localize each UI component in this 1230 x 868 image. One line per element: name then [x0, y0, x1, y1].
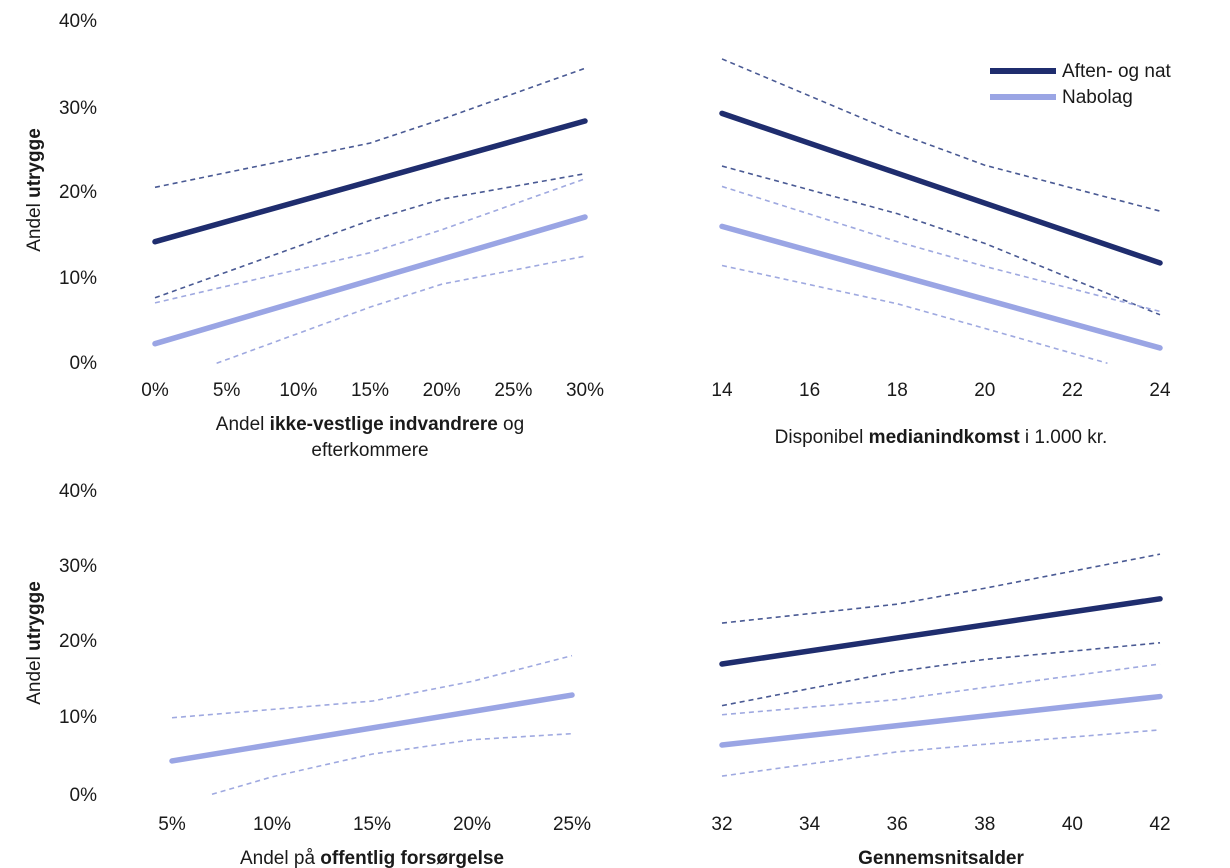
neighborhood-trend-line	[719, 223, 1163, 351]
x-tick-label: 20	[974, 380, 995, 401]
x-axis-title-pre: Andel på	[240, 848, 320, 868]
neighborhood-trend-line	[719, 693, 1163, 748]
x-axis-title-line2: efterkommere	[311, 440, 428, 461]
neighborhood-ci-lower-line	[721, 264, 1108, 365]
x-tick-label: 10%	[253, 814, 291, 835]
x-tick-label: 5%	[158, 814, 186, 835]
panel-medianindkomst: 14 16 18 20 22 24 Disponibel medianindkomst i …	[711, 58, 1171, 448]
y-tick-label: 10%	[59, 268, 97, 289]
x-axis-title: Gennemsnitsalder	[858, 848, 1024, 868]
y-axis-title-bold: utrygge	[24, 128, 45, 198]
y-axis-title-pre: Andel	[24, 198, 45, 252]
x-tick-label: 5%	[213, 380, 241, 401]
y-tick-label: 20%	[59, 631, 97, 652]
x-tick-label: 24	[1149, 380, 1171, 401]
evening-ci-upper-line	[154, 67, 586, 189]
evening-ci-lower-line	[154, 172, 586, 299]
x-axis-title-pre: Andel	[216, 414, 270, 435]
x-axis-title-post: og	[498, 414, 524, 435]
x-tick-label: 38	[974, 814, 995, 835]
neighborhood-trend-line	[169, 692, 575, 764]
y-tick-label: 30%	[59, 98, 97, 119]
x-tick-label: 22	[1062, 380, 1083, 401]
neighborhood-ci-lower-line	[211, 732, 573, 796]
y-tick-label: 10%	[59, 707, 97, 728]
evening-ci-lower-line	[721, 641, 1161, 707]
evening-ci-upper-line	[721, 58, 1161, 212]
y-tick-label: 0%	[70, 353, 98, 374]
x-tick-label: 30%	[566, 380, 604, 401]
x-tick-label: 32	[711, 814, 732, 835]
panel-offentlig-forsorgelse: 5% 10% 15% 20% 25% Andel på offentlig forsørg…	[158, 654, 591, 868]
legend-label-neighborhood: Nabolag	[1062, 87, 1133, 108]
y-axis-title-bold: utrygge	[24, 581, 45, 651]
x-axis-title: Disponibel medianindkomst i 1.000 kr.	[775, 427, 1108, 448]
x-tick-label: 34	[799, 814, 821, 835]
evening-ci-upper-line	[721, 553, 1161, 624]
y-axis-title: Andel utrygge	[24, 128, 45, 252]
x-tick-label: 36	[887, 814, 908, 835]
x-tick-label: 15%	[351, 380, 389, 401]
x-tick-label: 25%	[553, 814, 591, 835]
neighborhood-trend-line	[152, 214, 588, 347]
x-tick-label: 20%	[423, 380, 461, 401]
x-tick-label: 0%	[141, 380, 169, 401]
y-axis-bottom: 40% 30% 20% 10% 0% Andel utrygge	[24, 481, 97, 806]
x-axis-title: Andel på offentlig forsørgelse	[240, 848, 504, 868]
neighborhood-ci-lower-line	[216, 255, 586, 365]
neighborhood-ci-upper-line	[721, 663, 1161, 716]
x-tick-label: 18	[887, 380, 908, 401]
x-tick-label: 40	[1062, 814, 1083, 835]
x-axis-title-pre: Disponibel	[775, 427, 869, 448]
x-axis-title-bold: Gennemsnitsalder	[858, 848, 1024, 868]
neighborhood-ci-upper-line	[171, 654, 573, 719]
neighborhood-ci-upper-line	[721, 185, 1161, 313]
y-axis-title: Andel utrygge	[24, 581, 45, 705]
x-tick-label: 16	[799, 380, 820, 401]
evening-ci-lower-line	[721, 165, 1161, 316]
legend: Aften- og nat Nabolag	[990, 61, 1172, 108]
x-axis-title-post: i 1.000 kr.	[1020, 427, 1108, 448]
x-axis-title-bold: offentlig forsørgelse	[320, 848, 504, 868]
y-axis-title-pre: Andel	[24, 651, 45, 705]
evening-trend-line	[152, 118, 588, 245]
panel-ikke-vestlige: 0% 5% 10% 15% 20% 25% 30% Andel ikke-vestlige i…	[141, 67, 604, 461]
y-axis-top: 40% 30% 20% 10% 0% Andel utrygge	[24, 11, 97, 374]
neighborhood-ci-lower-line	[721, 729, 1161, 777]
x-tick-label: 42	[1149, 814, 1170, 835]
legend-label-evening: Aften- og nat	[1062, 61, 1172, 82]
y-tick-label: 40%	[59, 11, 97, 32]
neighborhood-ci-upper-line	[154, 178, 586, 304]
panel-gennemsnitsalder: 32 34 36 38 40 42 Gennemsnitsalder	[711, 553, 1171, 868]
x-axis-title-bold: ikke-vestlige indvandrere	[270, 414, 498, 435]
x-tick-label: 20%	[453, 814, 491, 835]
x-tick-label: 15%	[353, 814, 391, 835]
y-tick-label: 40%	[59, 481, 97, 502]
x-tick-label: 14	[711, 380, 733, 401]
evening-trend-line	[719, 110, 1163, 266]
x-axis-title-bold: medianindkomst	[869, 427, 1021, 448]
x-tick-label: 25%	[494, 380, 532, 401]
y-tick-label: 0%	[70, 785, 98, 806]
y-tick-label: 20%	[59, 182, 97, 203]
x-tick-label: 10%	[279, 380, 317, 401]
x-axis-title: Andel ikke-vestlige indvandrere og	[216, 414, 524, 435]
evening-trend-line	[719, 596, 1163, 667]
y-tick-label: 30%	[59, 556, 97, 577]
